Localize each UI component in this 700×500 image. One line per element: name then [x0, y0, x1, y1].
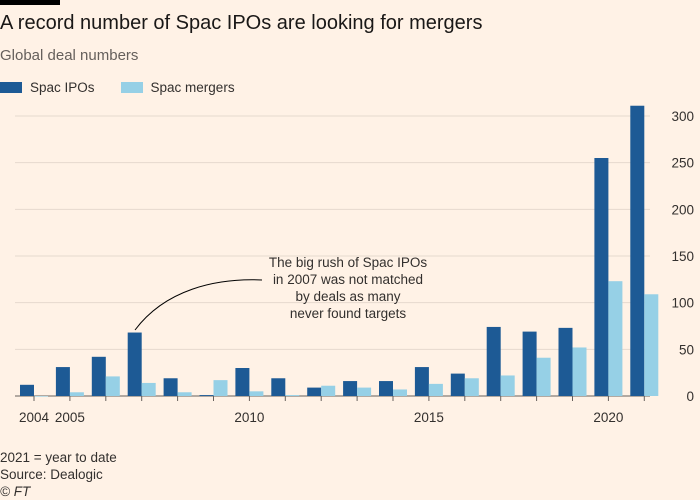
- x-tick-label: 2020: [593, 410, 623, 425]
- bar-spac-mergers: [644, 294, 659, 396]
- legend-item-spac-mergers: Spac mergers: [120, 80, 235, 95]
- bar-spac-ipos: [91, 356, 106, 396]
- bar-spac-ipos: [271, 378, 286, 396]
- legend-swatch-spac-ipos: [0, 82, 22, 93]
- source-note: Source: Dealogic: [0, 467, 103, 482]
- legend: Spac IPOs Spac mergers: [0, 80, 261, 95]
- bar-spac-ipos: [20, 384, 34, 396]
- bar-spac-mergers: [141, 382, 156, 396]
- bar-spac-ipos: [486, 326, 501, 396]
- annotation-text: The big rush of Spac IPOs in 2007 was no…: [258, 254, 438, 322]
- bar-spac-mergers: [34, 396, 48, 397]
- bar-spac-mergers: [321, 385, 336, 396]
- bar-spac-mergers: [213, 380, 228, 396]
- bar-spac-ipos: [522, 331, 537, 396]
- bar-spac-ipos: [127, 332, 142, 396]
- footnote: 2021 = year to date: [0, 450, 117, 465]
- y-tick-label: 0: [686, 389, 694, 404]
- bar-spac-ipos: [55, 367, 70, 396]
- bar-spac-mergers: [464, 378, 479, 396]
- bar-spac-ipos: [235, 368, 250, 396]
- bar-spac-ipos: [163, 378, 178, 396]
- y-tick-label: 150: [671, 249, 694, 264]
- bar-spac-ipos: [199, 395, 214, 396]
- x-tick-label: 2015: [414, 410, 444, 425]
- annotation-line: never found targets: [289, 306, 407, 321]
- x-axis: 2004 2005 2010 2015 2020: [19, 396, 645, 425]
- bar-spac-mergers: [393, 389, 407, 396]
- bar-spac-ipos: [630, 105, 645, 396]
- bar-spac-mergers: [249, 391, 264, 396]
- legend-item-spac-ipos: Spac IPOs: [0, 80, 95, 95]
- annotation-line: in 2007 was not matched: [272, 272, 424, 287]
- bar-spac-ipos: [558, 327, 573, 396]
- chart-subtitle: Global deal numbers: [0, 47, 139, 64]
- y-tick-label: 200: [671, 202, 694, 217]
- y-tick-label: 50: [679, 342, 694, 357]
- bar-spac-mergers: [428, 383, 443, 396]
- bar-spac-ipos: [379, 381, 393, 396]
- bar-spac-ipos: [414, 367, 429, 396]
- bar-spac-ipos: [343, 381, 358, 396]
- bar-spac-ipos: [594, 158, 609, 396]
- legend-label-spac-ipos: Spac IPOs: [30, 80, 95, 95]
- x-tick-label: 2005: [55, 410, 85, 425]
- y-tick-label: 300: [671, 109, 694, 124]
- ft-brand-bar: [0, 0, 60, 5]
- bar-spac-mergers: [69, 392, 84, 396]
- bar-spac-mergers: [105, 376, 120, 396]
- legend-label-spac-mergers: Spac mergers: [150, 80, 235, 95]
- bar-spac-mergers: [500, 375, 515, 396]
- chart-title: A record number of Spac IPOs are looking…: [0, 12, 483, 34]
- x-tick-label: 2010: [234, 410, 264, 425]
- bar-spac-mergers: [357, 387, 372, 396]
- legend-swatch-spac-mergers: [120, 82, 143, 93]
- bar-spac-mergers: [608, 281, 623, 396]
- annotation-line: by deals as many: [295, 289, 401, 304]
- bar-spac-ipos: [450, 373, 465, 396]
- bar-spac-mergers: [285, 395, 300, 396]
- bar-spac-mergers: [536, 357, 551, 396]
- x-tick-label: 2004: [19, 410, 50, 425]
- bar-spac-ipos: [307, 387, 322, 396]
- y-tick-label: 100: [671, 296, 694, 311]
- y-axis: 0 50 100 150 200 250 300: [671, 109, 694, 404]
- annotation-line: The big rush of Spac IPOs: [268, 255, 428, 270]
- bars: [20, 105, 659, 397]
- y-tick-label: 250: [671, 156, 694, 171]
- bar-spac-mergers: [572, 347, 587, 396]
- annotation-arrow: [134, 279, 263, 331]
- bar-spac-mergers: [177, 392, 192, 396]
- credit: © FT: [0, 484, 31, 499]
